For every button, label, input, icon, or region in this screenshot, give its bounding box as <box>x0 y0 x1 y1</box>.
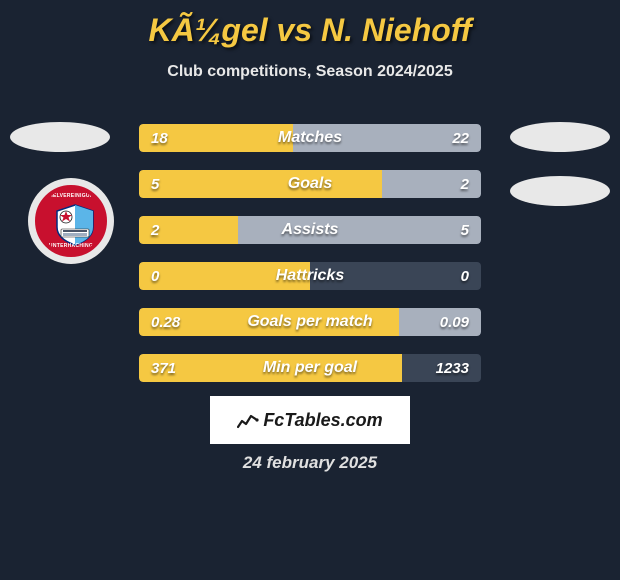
date: 24 february 2025 <box>0 453 620 473</box>
player-right-placeholder-2 <box>510 176 610 206</box>
stat-row: 25Assists <box>139 216 481 244</box>
stat-label: Assists <box>139 216 481 244</box>
stat-row: 00Hattricks <box>139 262 481 290</box>
fctables-logo-icon <box>237 411 259 429</box>
brand-box: FcTables.com <box>210 396 410 444</box>
badge-text-bottom: UNTERHACHING <box>39 243 103 249</box>
stat-label: Goals per match <box>139 308 481 336</box>
stat-row: 0.280.09Goals per match <box>139 308 481 336</box>
stat-row: 52Goals <box>139 170 481 198</box>
badge-shield-icon <box>53 203 97 247</box>
stat-row: 1822Matches <box>139 124 481 152</box>
club-badge: SPIELVEREINIGUNG UNTERHACHING <box>28 178 114 264</box>
subtitle: Club competitions, Season 2024/2025 <box>0 63 620 81</box>
stat-label: Hattricks <box>139 262 481 290</box>
stat-row: 3711233Min per goal <box>139 354 481 382</box>
title: KÃ¼gel vs N. Niehoff <box>0 0 620 49</box>
brand-label: FcTables.com <box>263 410 382 431</box>
stat-label: Goals <box>139 170 481 198</box>
player-left-placeholder <box>10 122 110 152</box>
badge-text-top: SPIELVEREINIGUNG <box>39 193 103 199</box>
stat-label: Matches <box>139 124 481 152</box>
stats-bars: 1822Matches 52Goals 25Assists 00Hattricks 0.… <box>139 124 481 400</box>
stat-label: Min per goal <box>139 354 481 382</box>
player-right-placeholder-1 <box>510 122 610 152</box>
